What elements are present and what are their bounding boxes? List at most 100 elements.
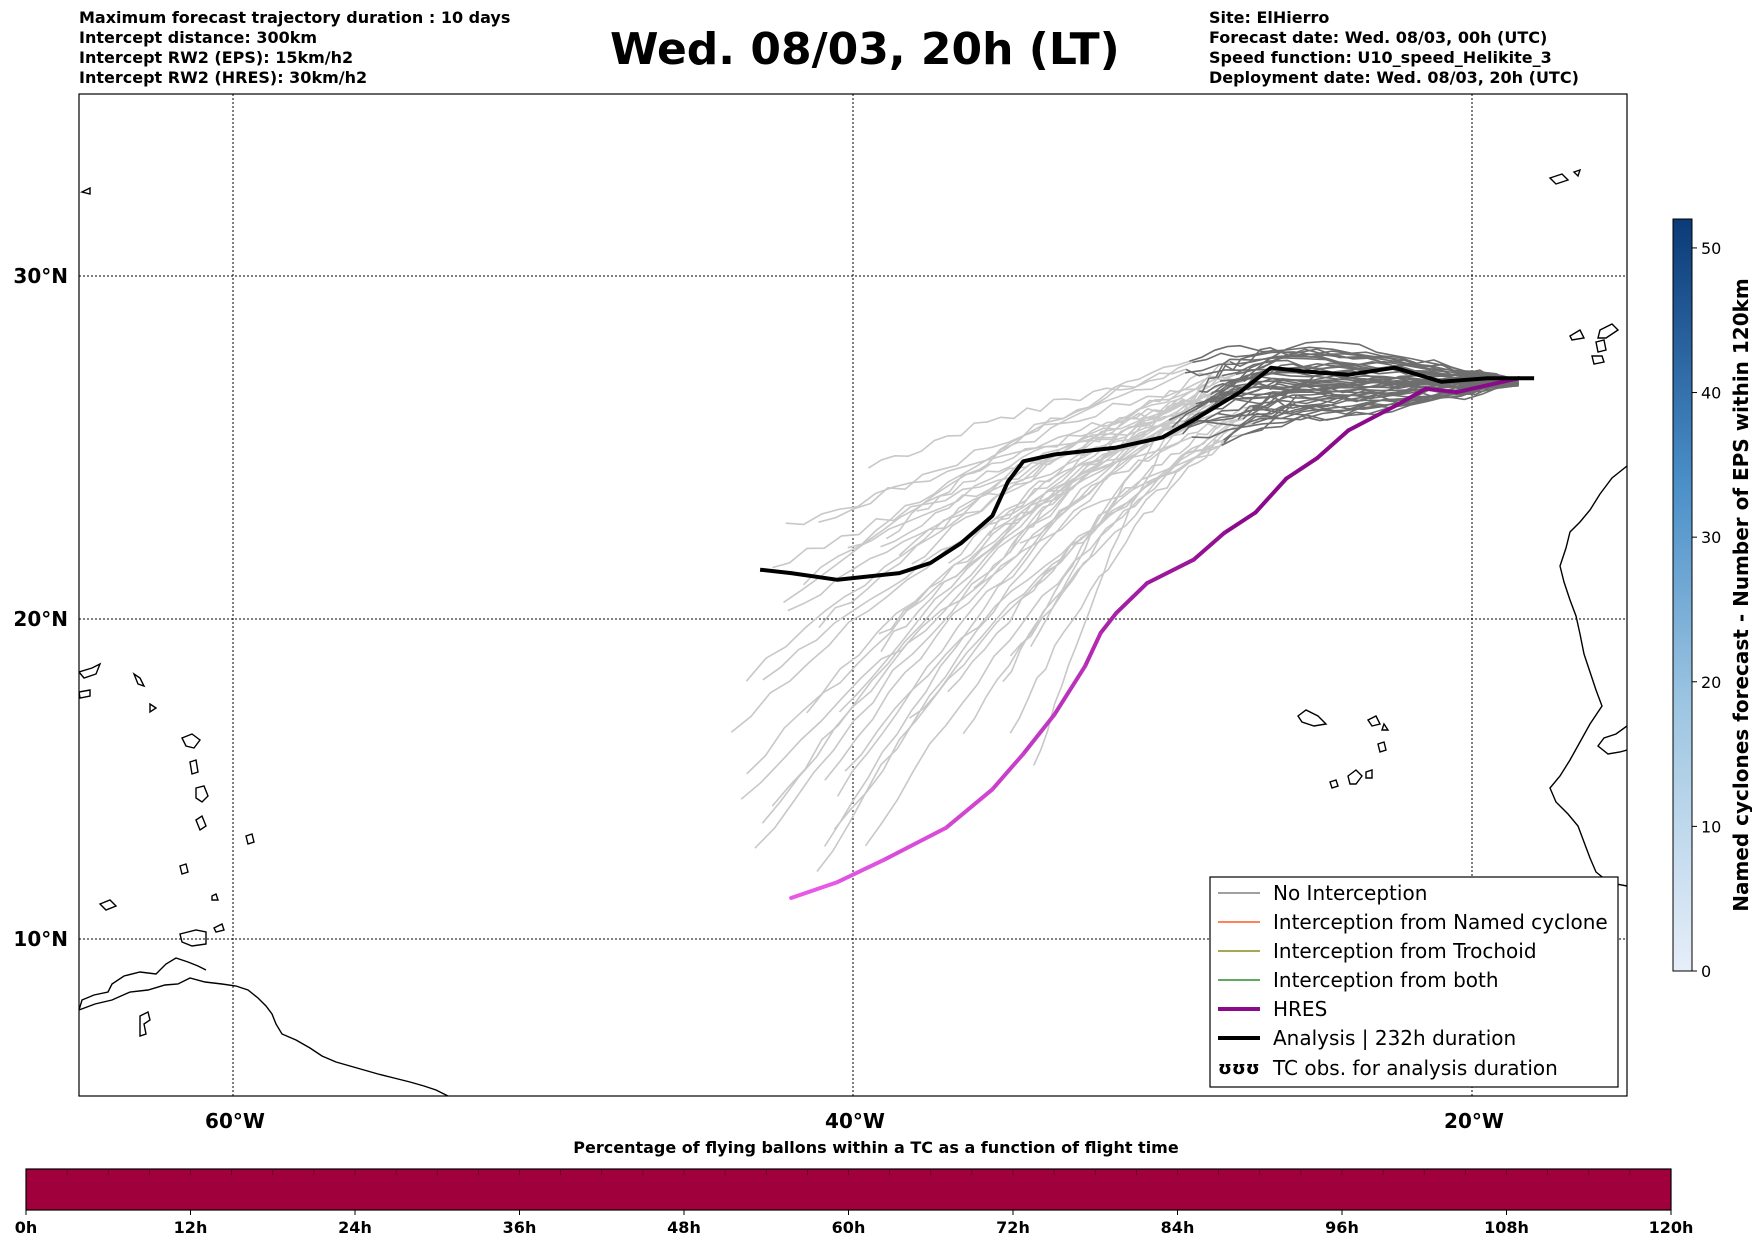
legend-item-hres: HRES bbox=[1218, 997, 1327, 1021]
bottom-colorbar-tick-label: 24h bbox=[338, 1218, 372, 1237]
lat-label-10: 10°N bbox=[13, 927, 68, 951]
vertical-colorbar-ticks: 0 10 20 30 40 50 bbox=[1692, 239, 1721, 981]
hres-track-segment bbox=[1052, 663, 1088, 717]
bottom-colorbar-tick-label: 60h bbox=[832, 1218, 866, 1237]
hres-track-segment bbox=[882, 825, 948, 862]
lon-label-20: 20°W bbox=[1444, 1109, 1504, 1133]
hres-track-segment bbox=[1191, 530, 1227, 562]
coast-canary-1 bbox=[1597, 323, 1620, 339]
eps-track-segment bbox=[823, 426, 1173, 847]
lat-label-20: 20°N bbox=[13, 607, 68, 631]
coast-antilles-4 bbox=[149, 702, 158, 714]
coast-antilles-14 bbox=[79, 186, 91, 195]
coast-antilles-9 bbox=[179, 863, 189, 875]
eps-track-segment bbox=[772, 426, 1188, 569]
legend-label: Interception from both bbox=[1273, 968, 1499, 992]
eps-track-segment bbox=[771, 419, 1170, 807]
info-max-duration: Maximum forecast trajectory duration : 1… bbox=[79, 8, 511, 27]
eps-track-segment bbox=[898, 368, 1256, 557]
lat-label-30: 30°N bbox=[13, 264, 68, 288]
hres-track-segment bbox=[1454, 383, 1490, 395]
coast-antilles-10 bbox=[211, 893, 219, 901]
coast-canary-4 bbox=[1591, 355, 1605, 365]
eps-track-segment bbox=[1221, 382, 1519, 447]
eps-track-segment bbox=[1252, 380, 1519, 409]
bottom-colorbar: 0h 12h 24h 36h 48h 60h 72h 84h 96h 108h 120h bbox=[15, 1168, 1694, 1237]
eps-track-segment bbox=[844, 433, 1246, 772]
eps-track-segment bbox=[754, 381, 1228, 849]
vertical-colorbar-fill bbox=[1672, 218, 1693, 972]
eps-track-segment bbox=[1019, 406, 1258, 544]
eps-track-segment bbox=[818, 376, 1235, 523]
page-title: Wed. 08/03, 20h (LT) bbox=[610, 24, 1120, 75]
vertical-colorbar-tick-label: 20 bbox=[1701, 673, 1721, 692]
legend-label: No Interception bbox=[1273, 881, 1427, 905]
coast-trinidad bbox=[179, 929, 207, 947]
coast-antilles-7 bbox=[195, 785, 209, 803]
eps-track-segment bbox=[1030, 377, 1219, 648]
bottom-colorbar-tick-label: 96h bbox=[1325, 1218, 1359, 1237]
bottom-colorbar-tick-label: 72h bbox=[996, 1218, 1030, 1237]
vertical-colorbar-tick-label: 10 bbox=[1701, 817, 1721, 836]
coast-south-america bbox=[79, 977, 449, 1096]
eps-track-segment bbox=[885, 360, 1190, 540]
lon-label-40: 40°W bbox=[825, 1109, 885, 1133]
vertical-colorbar: 0 10 20 30 40 50 Named cyclones forecast - Nu… bbox=[1672, 218, 1752, 981]
coast-antilles-8 bbox=[195, 814, 207, 832]
coast-madeira bbox=[1548, 173, 1570, 185]
hres-track-segment bbox=[943, 787, 995, 830]
bottom-colorbar-tick-label: 48h bbox=[667, 1218, 701, 1237]
bottom-colorbar-ticks: 0h 12h 24h 36h 48h 60h 72h 84h 96h 108h 120h bbox=[15, 1169, 1694, 1237]
hres-track-segment bbox=[1392, 386, 1428, 409]
eps-track-segment bbox=[867, 368, 1187, 469]
coast-tobago bbox=[213, 923, 225, 933]
coast-cape-verde-4 bbox=[1347, 769, 1363, 785]
eps-track-segment bbox=[1009, 439, 1225, 734]
legend-item-named-cyclone: Interception from Named cyclone bbox=[1218, 910, 1608, 934]
hres-track-segment bbox=[1021, 712, 1057, 756]
hres-track-segment bbox=[1222, 510, 1258, 535]
info-intercept-distance: Intercept distance: 300km bbox=[79, 28, 318, 47]
coast-antilles-3 bbox=[132, 672, 146, 688]
coast-antilles-12 bbox=[98, 899, 118, 911]
gridlines bbox=[79, 94, 1627, 1096]
eps-track-segment bbox=[1182, 381, 1519, 435]
vertical-colorbar-tick-label: 0 bbox=[1701, 962, 1711, 981]
eps-tracks-early bbox=[730, 360, 1262, 872]
eps-track-segment bbox=[1255, 350, 1519, 382]
analysis-track bbox=[759, 365, 1535, 582]
header-info-right: Site: ElHierro Forecast date: Wed. 08/03… bbox=[1209, 8, 1579, 88]
coast-cape-verde-2 bbox=[1366, 715, 1382, 727]
hres-track-segment bbox=[1145, 557, 1196, 586]
legend-label: Interception from Trochoid bbox=[1273, 939, 1537, 963]
bottom-colorbar-tick-label: 108h bbox=[1484, 1218, 1529, 1237]
legend-item-analysis: Analysis | 232h duration bbox=[1218, 1026, 1516, 1050]
eps-track-segment bbox=[1196, 378, 1519, 408]
eps-track-segment bbox=[802, 401, 1216, 586]
coast-antilles-11 bbox=[245, 833, 255, 845]
coast-antilles-2 bbox=[79, 689, 91, 699]
coast-cape-verde-3 bbox=[1377, 741, 1387, 753]
legend-item-no-interception: No Interception bbox=[1218, 881, 1427, 905]
eps-track-segment bbox=[962, 418, 1239, 735]
coast-antilles-1 bbox=[79, 662, 102, 679]
eps-track-segment bbox=[1034, 406, 1253, 588]
coast-cape-verde-7 bbox=[1381, 722, 1390, 731]
bottom-colorbar-tick-label: 120h bbox=[1649, 1218, 1694, 1237]
bottom-colorbar-tick-label: 0h bbox=[15, 1218, 38, 1237]
coast-antilles-5 bbox=[181, 733, 201, 749]
lon-label-60: 60°W bbox=[205, 1109, 265, 1133]
coast-canary-3 bbox=[1595, 339, 1607, 353]
coast-canary-2 bbox=[1569, 329, 1586, 341]
eps-track-segment bbox=[1223, 377, 1519, 444]
vertical-colorbar-tick-label: 30 bbox=[1701, 528, 1721, 547]
coast-antilles-13 bbox=[139, 1010, 151, 1037]
coast-cape-verde-6 bbox=[1365, 769, 1373, 779]
legend-item-both: Interception from both bbox=[1218, 968, 1499, 992]
info-rw2-eps: Intercept RW2 (EPS): 15km/h2 bbox=[79, 48, 354, 67]
eps-track-segment bbox=[988, 360, 1231, 537]
coast-west-africa-b bbox=[1597, 725, 1627, 755]
legend-item-trochoid: Interception from Trochoid bbox=[1218, 939, 1537, 963]
legend: No Interception Interception from Named … bbox=[1209, 876, 1619, 1088]
